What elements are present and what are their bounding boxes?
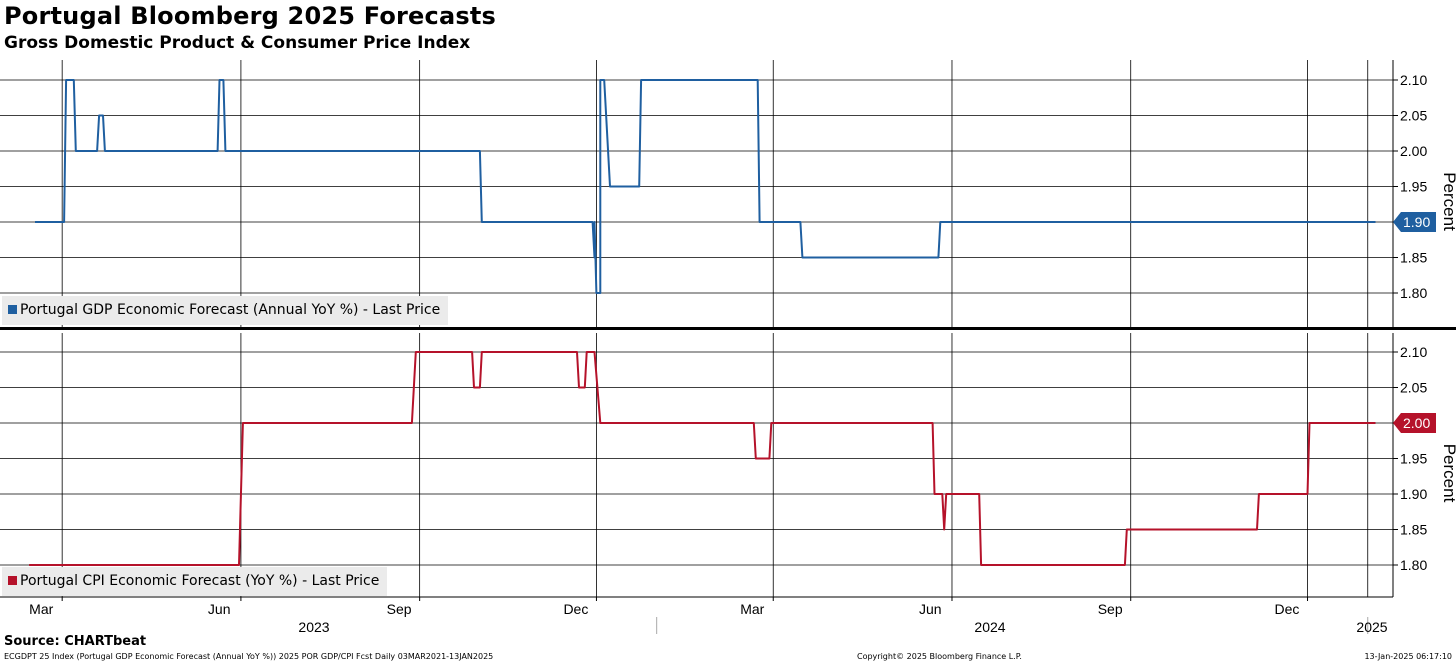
footer-timestamp: 13-Jan-2025 06:17:10 — [1364, 652, 1452, 661]
x-tick-label-month: Sep — [1098, 601, 1123, 617]
chart-title: Portugal Bloomberg 2025 Forecasts — [4, 2, 497, 30]
footer-index-info: ECGDPT 25 Index (Portugal GDP Economic F… — [4, 652, 494, 661]
y-tick-label: 1.95 — [1400, 451, 1427, 467]
y-tick-label: 2.10 — [1400, 344, 1427, 360]
chart-subtitle: Gross Domestic Product & Consumer Price … — [4, 33, 471, 53]
y-tick-label: 1.80 — [1400, 285, 1427, 301]
y-tick-label: 1.85 — [1400, 250, 1427, 266]
x-tick-label-month: Mar — [29, 601, 53, 617]
x-tick-label-month: Dec — [563, 601, 588, 617]
legend-swatch-gdp — [8, 305, 17, 314]
y-tick-label: 1.95 — [1400, 179, 1427, 195]
y-tick-label: 2.05 — [1400, 380, 1427, 396]
x-tick-label-year: 2023 — [298, 619, 329, 635]
last-value-label: 2.00 — [1403, 415, 1430, 431]
last-value-tag — [1393, 212, 1436, 232]
x-tick-label-year: 2024 — [974, 619, 1005, 635]
y-tick-label: 2.00 — [1400, 143, 1427, 159]
legend-label-gdp: Portugal GDP Economic Forecast (Annual Y… — [20, 302, 441, 318]
y-tick-label: 1.90 — [1400, 486, 1427, 502]
y-tick-label: 1.80 — [1400, 557, 1427, 573]
cpi-series-line — [29, 351, 1376, 566]
y-axis-title: Percent — [1440, 444, 1456, 503]
source-note: Source: CHARTbeat — [4, 634, 147, 649]
x-tick-label-month: Sep — [387, 601, 412, 617]
legend-cpi: Portugal CPI Economic Forecast (YoY %) -… — [2, 567, 388, 596]
y-tick-label: 2.10 — [1400, 72, 1427, 88]
y-tick-label: 1.85 — [1400, 522, 1427, 538]
x-tick-label-month: Jun — [919, 601, 942, 617]
x-tick-label-month: Dec — [1275, 601, 1300, 617]
x-axis: Mar Jun Sep Dec Mar Jun Sep Dec 2023 2024 2025 — [0, 596, 1393, 635]
footer-copyright: Copyright© 2025 Bloomberg Finance L.P. — [857, 652, 1022, 661]
legend-gdp: Portugal GDP Economic Forecast (Annual Y… — [2, 296, 449, 325]
y-tick-label: 2.05 — [1400, 108, 1427, 124]
x-tick-label-month: Jun — [208, 601, 231, 617]
legend-swatch-cpi — [8, 576, 17, 585]
legend-label-cpi: Portugal CPI Economic Forecast (YoY %) -… — [20, 573, 380, 589]
x-tick-label-year: 2025 — [1356, 619, 1387, 635]
y-axis-title: Percent — [1440, 172, 1456, 231]
panel-separator — [0, 327, 1456, 330]
x-tick-label-month: Mar — [740, 601, 764, 617]
last-value-label: 1.90 — [1403, 214, 1430, 230]
last-value-tag — [1393, 413, 1436, 433]
gdp-series-line — [35, 79, 1376, 294]
